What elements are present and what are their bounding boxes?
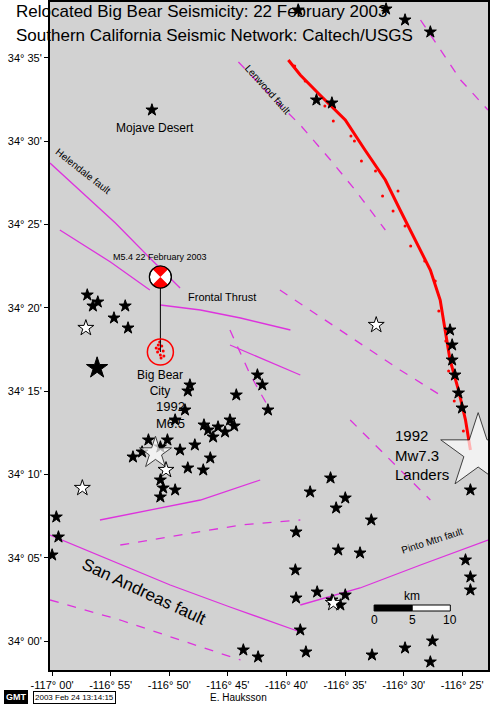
svg-text:-116° 55': -116° 55' [89, 679, 132, 691]
svg-text:34° 35': 34° 35' [8, 52, 42, 64]
svg-text:-116° 25': -116° 25' [441, 679, 484, 691]
svg-text:Lenwood fault: Lenwood fault [243, 63, 293, 117]
svg-text:Relocated Big Bear Seismicity:: Relocated Big Bear Seismicity: 22 Februa… [16, 2, 387, 21]
svg-text:34° 00': 34° 00' [8, 635, 42, 647]
svg-text:-116° 50': -116° 50' [148, 679, 191, 691]
svg-text:Big BearCity: Big BearCity [137, 368, 183, 398]
svg-text:Helendale fault: Helendale fault [53, 146, 113, 196]
svg-text:Southern California Seismic Ne: Southern California Seismic Network: Cal… [16, 26, 413, 45]
svg-text:34° 10': 34° 10' [8, 468, 42, 480]
svg-text:-116° 30': -116° 30' [382, 679, 425, 691]
svg-text:Mojave Desert: Mojave Desert [116, 121, 194, 135]
svg-text:0: 0 [371, 613, 378, 627]
svg-text:-116° 35': -116° 35' [324, 679, 367, 691]
svg-text:2003 Feb 24 13:14:15: 2003 Feb 24 13:14:15 [35, 693, 114, 702]
svg-text:-117° 00': -117° 00' [31, 679, 74, 691]
svg-text:M5.4 22 February 2003: M5.4 22 February 2003 [113, 252, 207, 262]
svg-text:34° 05': 34° 05' [8, 552, 42, 564]
svg-text:34° 30': 34° 30' [8, 135, 42, 147]
svg-text:-116° 40': -116° 40' [265, 679, 308, 691]
svg-text:-116° 45': -116° 45' [206, 679, 249, 691]
svg-text:34° 15': 34° 15' [8, 385, 42, 397]
svg-text:34° 25': 34° 25' [8, 218, 42, 230]
svg-text:Frontal Thrust: Frontal Thrust [188, 291, 256, 303]
svg-text:10: 10 [443, 613, 457, 627]
svg-text:GMT: GMT [6, 692, 26, 702]
svg-text:34° 20': 34° 20' [8, 302, 42, 314]
svg-text:1992Mw7.3Landers: 1992Mw7.3Landers [395, 427, 449, 483]
svg-text:km: km [404, 589, 420, 603]
svg-text:5: 5 [409, 613, 416, 627]
svg-text:San Andreas fault: San Andreas fault [79, 555, 209, 629]
svg-text:Pinto Mtn fault: Pinto Mtn fault [400, 525, 464, 555]
svg-text:E. Hauksson: E. Hauksson [210, 692, 267, 703]
svg-text:1992M6.5: 1992M6.5 [156, 399, 185, 431]
